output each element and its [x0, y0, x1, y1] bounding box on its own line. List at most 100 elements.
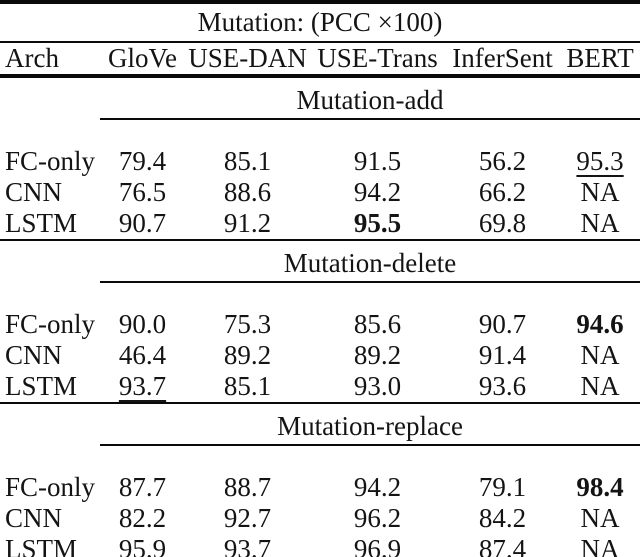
table-row: LSTM 93.7 85.1 93.0 93.6 NA: [0, 371, 640, 403]
value-cell: NA: [560, 503, 640, 534]
value-cell: 89.2: [185, 340, 310, 371]
value-cell: 46.4: [100, 340, 185, 371]
metric-value: 95.5: [353, 208, 402, 238]
metric-value: 89.2: [223, 340, 272, 370]
value-cell: 91.4: [445, 340, 560, 371]
value-cell: 75.3: [185, 309, 310, 340]
value-cell: 79.4: [100, 146, 185, 177]
table-row: FC-only 87.7 88.7 94.2 79.1 98.4: [0, 472, 640, 503]
metric-value: 96.9: [353, 534, 402, 557]
value-cell: 66.2: [445, 177, 560, 208]
table-body: Mutation-add FC-only 79.4 85.1 91.5 56.2 95.3 C…: [0, 76, 640, 557]
table-row: LSTM 95.9 93.7 96.9 87.4 NA: [0, 534, 640, 557]
value-cell: 88.7: [185, 472, 310, 503]
metric-value: 87.4: [478, 534, 527, 557]
value-cell: NA: [560, 534, 640, 557]
arch-cell: FC-only: [5, 472, 96, 502]
na-value: NA: [580, 177, 620, 207]
metric-value: 69.8: [478, 208, 527, 238]
arch-cell: LSTM: [5, 208, 78, 238]
section-header-spacer: [0, 76, 100, 119]
metric-value: 96.2: [353, 503, 402, 533]
column-header-use-dan: USE-DAN: [185, 42, 310, 78]
metric-value: 88.6: [223, 177, 272, 207]
value-cell: 88.6: [185, 177, 310, 208]
table-row: CNN 76.5 88.6 94.2 66.2 NA: [0, 177, 640, 208]
metric-value: 94.6: [576, 309, 624, 339]
column-header-glove: GloVe: [100, 42, 185, 78]
column-header-bert: BERT: [560, 42, 640, 78]
value-cell: 89.2: [310, 340, 445, 371]
column-header-row: Arch GloVe USE-DAN USE-Trans InferSent B…: [0, 42, 640, 78]
metric-value: 66.2: [478, 177, 527, 207]
value-cell: 91.5: [310, 146, 445, 177]
value-cell: 90.7: [445, 309, 560, 340]
metric-value: 82.2: [118, 503, 167, 533]
arch-cell: CNN: [5, 177, 63, 207]
table-row: CNN 82.2 92.7 96.2 84.2 NA: [0, 503, 640, 534]
metric-value: 91.5: [353, 146, 402, 176]
metric-value: 93.0: [353, 371, 402, 401]
value-cell: 93.7: [100, 371, 185, 403]
table-row: CNN 46.4 89.2 89.2 91.4 NA: [0, 340, 640, 371]
metric-value: 91.4: [478, 340, 527, 370]
metric-value: 89.2: [353, 340, 402, 370]
metric-value: 92.7: [223, 503, 272, 533]
arch-cell: CNN: [5, 503, 63, 533]
value-cell: 82.2: [100, 503, 185, 534]
table-row: FC-only 79.4 85.1 91.5 56.2 95.3: [0, 146, 640, 177]
metric-value: 85.6: [353, 309, 402, 339]
value-cell: 56.2: [445, 146, 560, 177]
value-cell: 95.9: [100, 534, 185, 557]
section-label: Mutation-delete: [100, 239, 640, 283]
metric-value: 90.7: [478, 309, 527, 339]
value-cell: 96.2: [310, 503, 445, 534]
value-cell: 87.4: [445, 534, 560, 557]
table-title: Mutation: (PCC ×100): [0, 2, 640, 43]
metric-value: 98.4: [576, 472, 624, 502]
value-cell: 92.7: [185, 503, 310, 534]
value-cell: 85.1: [185, 371, 310, 403]
spacer-row: [0, 445, 640, 472]
metric-value: 87.7: [118, 472, 167, 502]
section-header-row: Mutation-delete: [0, 239, 640, 283]
value-cell: 91.2: [185, 208, 310, 240]
na-value: NA: [580, 534, 620, 557]
na-value: NA: [580, 503, 620, 533]
value-cell: 90.7: [100, 208, 185, 240]
column-header-infersent: InferSent: [445, 42, 560, 78]
arch-cell: LSTM: [5, 371, 78, 401]
metric-value: 90.7: [118, 208, 167, 238]
column-header-arch: Arch: [0, 42, 100, 78]
section-label: Mutation-add: [100, 76, 640, 120]
na-value: NA: [580, 208, 620, 238]
metric-value: 85.1: [223, 371, 272, 401]
value-cell: 94.2: [310, 177, 445, 208]
value-cell: 84.2: [445, 503, 560, 534]
section-header-row: Mutation-add: [0, 76, 640, 120]
metric-value: 91.2: [223, 208, 272, 238]
spacer-row: [0, 119, 640, 146]
arch-cell: LSTM: [5, 534, 78, 557]
value-cell: 96.9: [310, 534, 445, 557]
metric-value: 79.4: [118, 146, 167, 176]
value-cell: NA: [560, 371, 640, 403]
metric-value: 84.2: [478, 503, 527, 533]
value-cell: 94.2: [310, 472, 445, 503]
metric-value: 76.5: [118, 177, 167, 207]
na-value: NA: [580, 340, 620, 370]
metric-value: 88.7: [223, 472, 272, 502]
column-header-use-trans: USE-Trans: [310, 42, 445, 78]
metric-value: 75.3: [223, 309, 272, 339]
spacer-row: [0, 282, 640, 309]
section-header-spacer: [0, 402, 100, 445]
table-title-row: Mutation: (PCC ×100): [0, 2, 640, 43]
value-cell: 69.8: [445, 208, 560, 240]
table-row: FC-only 90.0 75.3 85.6 90.7 94.6: [0, 309, 640, 340]
spacer-cell: [0, 119, 640, 146]
metric-value: 93.7: [118, 371, 167, 401]
metric-value: 94.2: [353, 472, 402, 502]
metric-value: 93.7: [223, 534, 272, 557]
value-cell: 98.4: [560, 472, 640, 503]
value-cell: 79.1: [445, 472, 560, 503]
